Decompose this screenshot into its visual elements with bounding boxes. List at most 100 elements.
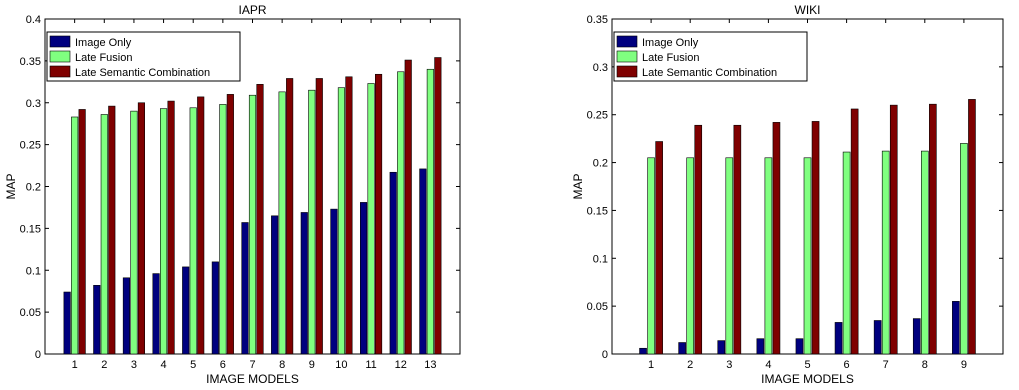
y-tick-label: 0.2 [26, 182, 41, 194]
bar [226, 94, 234, 355]
bar [811, 121, 820, 355]
y-tick-label: 0 [602, 349, 608, 361]
bar [189, 107, 197, 355]
legend [613, 31, 808, 82]
bar [920, 150, 929, 355]
x-tick-label: 12 [395, 359, 407, 371]
bar [271, 215, 279, 355]
y-tick-label: 0.15 [587, 205, 608, 217]
bar [678, 342, 686, 355]
bar [219, 104, 227, 355]
chart-title: WIKI [795, 3, 821, 17]
bar [360, 202, 368, 355]
chart-title: IAPR [238, 3, 266, 17]
bar [278, 91, 286, 355]
bar [397, 71, 405, 355]
bar [764, 157, 773, 355]
bar [108, 105, 116, 355]
bar [345, 76, 353, 355]
y-tick-label: 0.25 [587, 110, 608, 122]
bar [968, 99, 976, 355]
bar [960, 143, 968, 355]
legend-swatch [49, 50, 71, 63]
bar [286, 78, 294, 355]
x-tick-label: 5 [190, 359, 196, 371]
bar [71, 116, 79, 355]
x-tick-label: 9 [309, 359, 315, 371]
bar [803, 157, 812, 355]
x-tick-label: 3 [726, 359, 732, 371]
y-tick-label: 0.25 [20, 140, 41, 152]
y-tick-label: 0 [35, 349, 41, 361]
bar [337, 87, 345, 355]
bar [130, 110, 138, 355]
bar [256, 84, 264, 355]
bar [160, 108, 168, 355]
y-tick-label: 0.1 [26, 265, 41, 277]
y-tick-label: 0.05 [587, 301, 608, 313]
bar [850, 108, 859, 355]
bar [795, 338, 804, 355]
bar [63, 291, 71, 355]
legend-label: Late Semantic Combination [642, 67, 777, 79]
y-tick-label: 0.35 [20, 56, 41, 68]
bar [389, 171, 397, 355]
y-tick-label: 0.3 [26, 98, 41, 110]
x-tick-label: 4 [765, 359, 771, 371]
y-tick-label: 0.4 [26, 14, 41, 26]
bar [426, 68, 434, 355]
bar [873, 320, 882, 355]
bar [647, 157, 655, 355]
bar [315, 78, 323, 355]
legend-swatch [616, 50, 638, 63]
legend-swatch [49, 35, 71, 48]
bar [434, 57, 442, 355]
bar [367, 83, 375, 355]
y-axis-label: MAP [4, 173, 18, 199]
bar [330, 208, 338, 355]
bar [725, 157, 734, 355]
x-tick-label: 9 [961, 359, 967, 371]
x-tick-label: 7 [883, 359, 889, 371]
y-tick-label: 0.35 [587, 14, 608, 26]
bar [952, 301, 960, 355]
y-tick-label: 0.15 [20, 223, 41, 235]
bar [182, 266, 190, 355]
bar [655, 141, 663, 355]
bar [404, 59, 412, 355]
bar [756, 338, 765, 355]
x-tick-label: 13 [424, 359, 436, 371]
bar [241, 222, 249, 355]
legend [46, 31, 241, 82]
x-tick-label: 5 [804, 359, 810, 371]
x-tick-label: 11 [365, 359, 376, 371]
bar [167, 100, 175, 355]
x-axis-label: IMAGE MODELS [206, 372, 299, 386]
legend-swatch [49, 65, 71, 78]
bar [686, 157, 695, 355]
legend-label: Late Fusion [642, 52, 699, 64]
legend-swatch [616, 65, 638, 78]
bar [211, 261, 219, 355]
legend-label: Image Only [642, 37, 699, 49]
bar [889, 104, 898, 355]
bar [639, 347, 647, 355]
bar [300, 212, 308, 355]
x-tick-label: 3 [131, 359, 137, 371]
x-tick-label: 2 [687, 359, 693, 371]
x-tick-label: 8 [279, 359, 285, 371]
x-tick-label: 1 [648, 359, 654, 371]
bar [78, 109, 86, 355]
legend-label: Image Only [75, 37, 132, 49]
bar [912, 318, 921, 355]
bar [834, 322, 843, 355]
bar [419, 168, 427, 355]
y-tick-label: 0.05 [20, 307, 41, 319]
bar [842, 151, 851, 355]
bar [308, 89, 316, 355]
bar [122, 277, 130, 355]
bar [694, 124, 703, 355]
x-tick-label: 6 [844, 359, 850, 371]
